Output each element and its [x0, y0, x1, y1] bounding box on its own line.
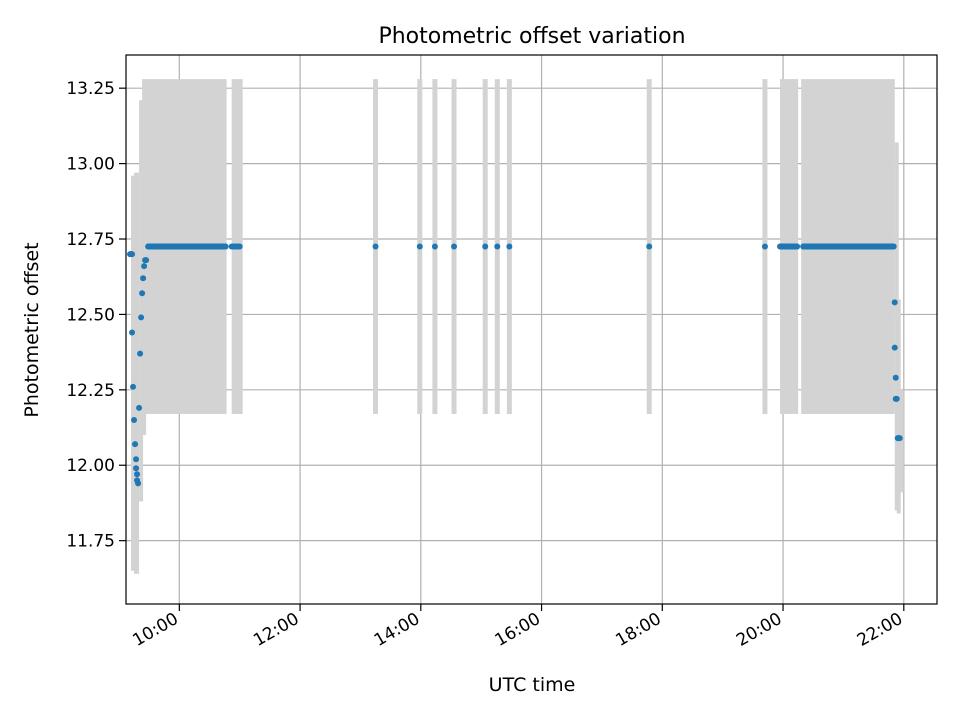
- error-bar-band: [131, 175, 136, 571]
- data-point: [416, 243, 423, 250]
- data-point: [134, 471, 141, 478]
- data-point: [891, 299, 898, 306]
- error-bar-band: [899, 389, 904, 493]
- y-axis-label: Photometric offset: [21, 242, 43, 417]
- data-point: [761, 243, 768, 250]
- data-point: [431, 243, 438, 250]
- data-point: [892, 374, 899, 381]
- error-bar-band: [142, 79, 147, 436]
- chart-title: Photometric offset variation: [378, 24, 685, 49]
- data-point: [494, 243, 501, 250]
- data-point: [132, 441, 139, 448]
- data-point: [482, 243, 489, 250]
- y-tick-label: 11.75: [66, 532, 115, 552]
- data-point: [451, 243, 458, 250]
- y-tick-label: 12.50: [66, 305, 115, 325]
- data-point: [137, 350, 144, 357]
- data-point: [646, 243, 653, 250]
- data-point: [890, 243, 897, 250]
- x-axis-label: UTC time: [489, 674, 576, 696]
- data-points: [127, 243, 903, 487]
- data-point: [794, 243, 801, 250]
- error-bar-band: [894, 142, 899, 511]
- data-point: [140, 275, 147, 282]
- error-bar-band: [896, 299, 901, 514]
- data-point: [236, 243, 243, 250]
- data-point: [130, 383, 137, 390]
- data-point: [372, 243, 379, 250]
- data-point: [138, 314, 145, 321]
- data-point: [141, 263, 148, 270]
- plot-area-frame: [125, 54, 938, 605]
- y-tick-label: 12.25: [66, 381, 115, 401]
- y-tick-label: 12.00: [66, 456, 115, 476]
- data-point: [129, 251, 136, 258]
- data-point: [129, 329, 136, 336]
- data-point: [893, 395, 900, 402]
- data-point: [133, 465, 140, 472]
- data-point: [896, 435, 903, 442]
- data-point: [133, 456, 140, 463]
- data-point: [135, 480, 142, 487]
- error-bar-band: [134, 172, 140, 574]
- y-axis-ticks: 11.75 12.00 12.25 12.50 12.75 13.00 13.25: [66, 79, 126, 552]
- data-point: [131, 416, 138, 423]
- data-point: [139, 290, 146, 297]
- error-bar-band: [139, 100, 144, 502]
- data-point: [891, 344, 898, 351]
- data-point: [506, 243, 513, 250]
- data-point: [222, 243, 229, 250]
- y-tick-label: 13.25: [66, 79, 115, 99]
- y-tick-label: 12.75: [66, 230, 115, 250]
- data-point: [143, 257, 150, 264]
- data-point: [136, 404, 143, 411]
- y-tick-label: 13.00: [66, 155, 115, 175]
